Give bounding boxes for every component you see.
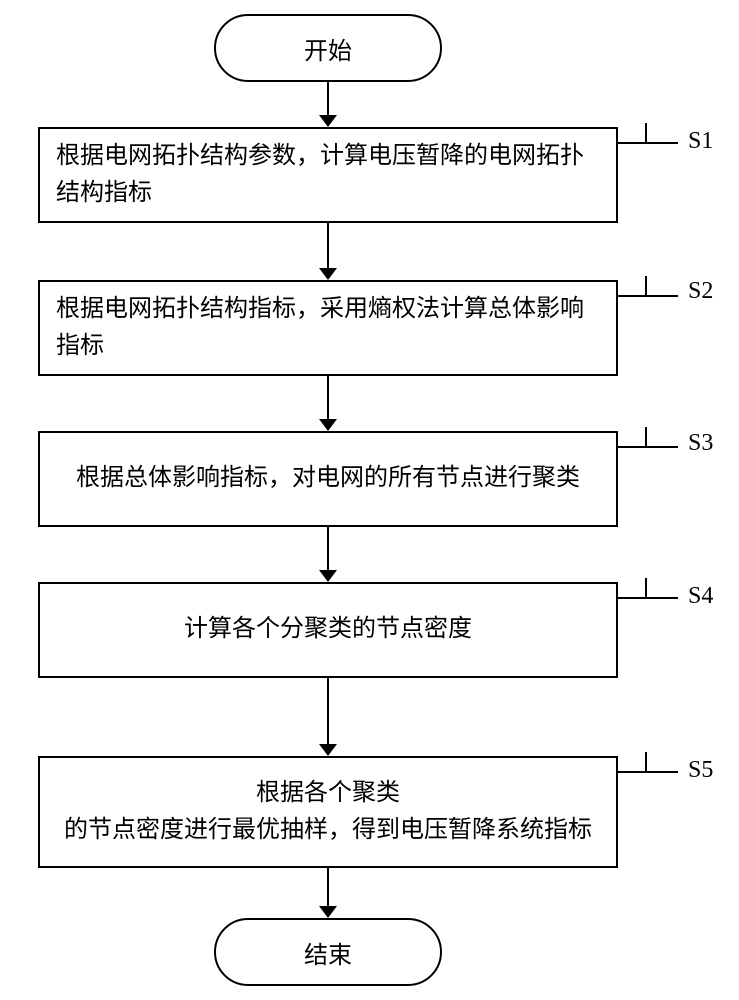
flowchart-canvas: 开始结束根据电网拓扑结构参数，计算电压暂降的电网拓扑结构指标根据电网拓扑结构指标…	[0, 0, 739, 1000]
arrow-6	[0, 0, 739, 1000]
